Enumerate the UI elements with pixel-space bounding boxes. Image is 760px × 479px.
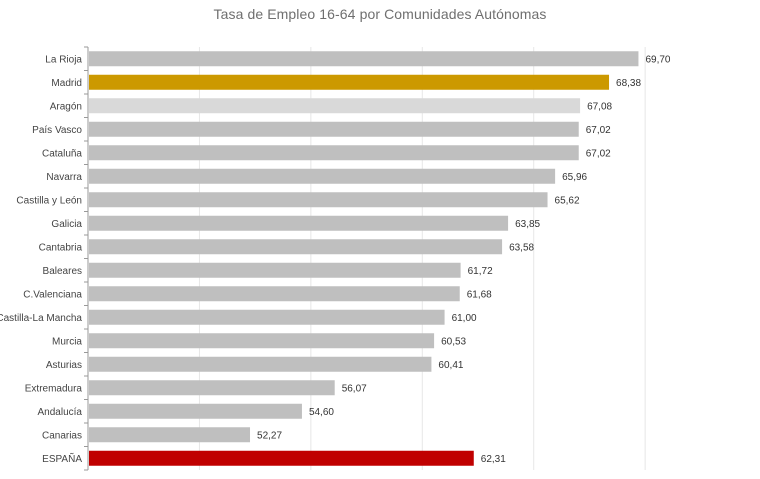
bar-14 [89, 380, 335, 396]
value-label-15: 54,60 [309, 407, 334, 418]
value-label-17: 62,31 [481, 454, 506, 465]
value-label-13: 60,41 [438, 360, 463, 371]
category-label-14: Extremadura [25, 383, 83, 394]
labels-layer: La Rioja 69,70 Madrid 68,38 Aragón 67,08 País … [0, 54, 671, 465]
category-label-11: Castilla-La Mancha [0, 313, 82, 324]
bar-10 [89, 286, 460, 302]
bar-8 [89, 239, 503, 255]
value-label-1: 68,38 [616, 78, 641, 89]
grid-layer [198, 47, 646, 470]
category-label-9: Baleares [43, 266, 82, 277]
category-label-12: Murcia [52, 336, 82, 347]
value-label-0: 69,70 [645, 54, 670, 65]
value-label-8: 63,58 [509, 242, 534, 253]
value-label-3: 67,02 [586, 125, 611, 136]
category-label-10: C.Valenciana [23, 289, 82, 300]
category-label-2: Aragón [50, 101, 82, 112]
bars-layer [89, 51, 639, 466]
bar-12 [89, 333, 435, 349]
bar-16 [89, 427, 251, 443]
category-label-13: Asturias [46, 360, 82, 371]
value-label-5: 65,96 [562, 172, 587, 183]
value-label-4: 67,02 [586, 148, 611, 159]
category-label-1: Madrid [51, 78, 82, 89]
bar-5 [89, 168, 556, 184]
bar-7 [89, 215, 509, 231]
bar-15 [89, 403, 302, 419]
axis-layer [84, 46, 89, 471]
value-label-7: 63,85 [515, 219, 540, 230]
value-label-6: 65,62 [555, 195, 580, 206]
bar-3 [89, 121, 579, 137]
category-label-3: País Vasco [32, 125, 82, 136]
bar-11 [89, 309, 445, 325]
category-label-16: Canarias [42, 430, 82, 441]
bar-17 [89, 450, 474, 466]
chart-title: Tasa de Empleo 16-64 por Comunidades Aut… [213, 6, 547, 22]
category-label-5: Navarra [46, 172, 82, 183]
category-label-4: Cataluña [42, 148, 82, 159]
bar-2 [89, 98, 581, 114]
bar-9 [89, 262, 461, 278]
value-label-2: 67,08 [587, 101, 612, 112]
category-label-0: La Rioja [45, 54, 82, 65]
value-label-10: 61,68 [467, 289, 492, 300]
category-label-17: ESPAÑA [42, 452, 82, 465]
value-label-16: 52,27 [257, 430, 282, 441]
category-label-7: Galicia [51, 219, 82, 230]
value-label-12: 60,53 [441, 336, 466, 347]
category-label-6: Castilla y León [16, 195, 82, 206]
value-label-9: 61,72 [468, 266, 493, 277]
category-label-8: Cantabria [39, 242, 83, 253]
value-label-14: 56,07 [342, 383, 367, 394]
value-label-11: 61,00 [452, 313, 477, 324]
bar-13 [89, 356, 432, 372]
bar-6 [89, 192, 548, 208]
bar-0 [89, 51, 639, 67]
bar-1 [89, 74, 610, 90]
category-label-15: Andalucía [38, 407, 83, 418]
bar-4 [89, 145, 579, 161]
